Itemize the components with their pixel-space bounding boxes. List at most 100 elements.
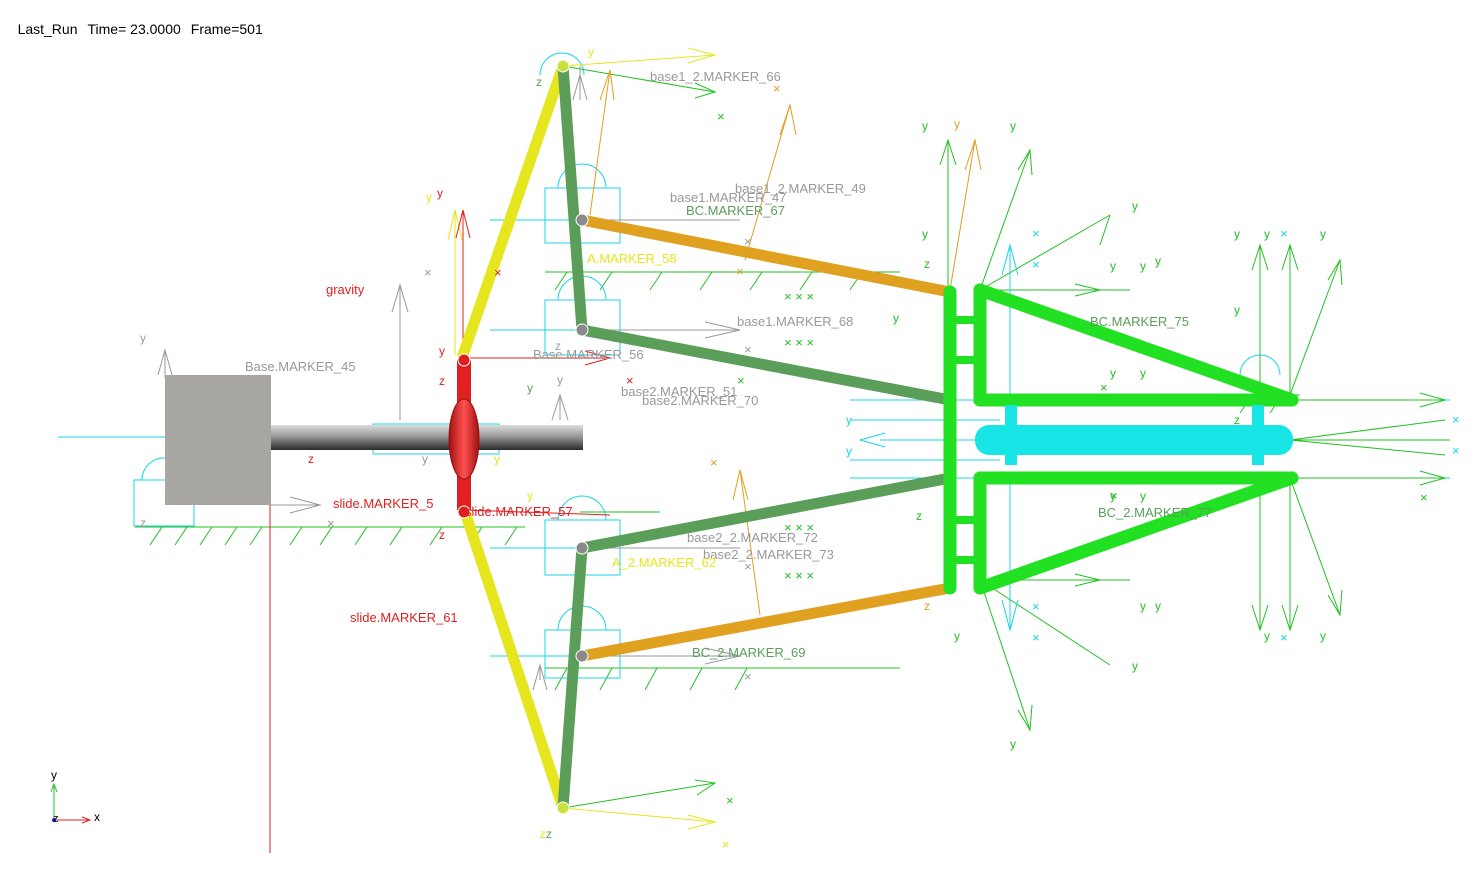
joint-dots — [556, 59, 589, 815]
svg-text:y: y — [1140, 366, 1146, 380]
slide-shaft — [271, 425, 583, 450]
svg-text:y: y — [1264, 227, 1270, 241]
label-bc_2-marker_69: BC_2.MARKER_69 — [692, 645, 805, 660]
svg-text:× × ×: × × × — [784, 289, 814, 304]
svg-text:z: z — [140, 516, 146, 530]
bc-frame — [943, 283, 1299, 595]
status-bar: Last_Run Time= 23.0000 Frame=501 — [2, 5, 273, 53]
run-name: Last_Run — [17, 21, 78, 37]
svg-text:×: × — [744, 669, 752, 684]
svg-text:×: × — [1280, 226, 1288, 241]
svg-text:z: z — [924, 257, 930, 271]
simulation-time: Time= 23.0000 — [87, 21, 181, 37]
yellow-link-upper — [457, 60, 569, 361]
svg-text:y: y — [846, 444, 852, 458]
label-bc-marker_67: BC.MARKER_67 — [686, 203, 785, 218]
label-slide-marker_61: slide.MARKER_61 — [350, 610, 458, 625]
svg-text:y: y — [1155, 254, 1161, 268]
orange-link-lower — [576, 582, 956, 662]
svg-text:×: × — [494, 265, 502, 280]
label-base1_2-marker_49: base1_2.MARKER_49 — [735, 181, 866, 196]
svg-text:×: × — [744, 342, 752, 357]
svg-text:z: z — [536, 75, 542, 89]
svg-text:z: z — [540, 827, 546, 841]
svg-text:y: y — [1320, 227, 1326, 241]
svg-text:×: × — [722, 837, 730, 852]
cross-markers: × × × × × × × × × × × × × × × × × × × × … — [327, 81, 1460, 852]
frame-number: Frame=501 — [190, 21, 263, 37]
svg-text:y: y — [140, 331, 146, 345]
axis-letters: y z y y y z z y z y y y y y z y y y y y … — [140, 45, 1326, 841]
svg-text:×: × — [1032, 226, 1040, 241]
svg-text:×: × — [1452, 412, 1460, 427]
svg-text:y: y — [527, 489, 533, 503]
marker-arrows — [157, 47, 1450, 853]
slider — [448, 353, 480, 519]
label-base2-marker_51: base2.MARKER_51 — [621, 384, 737, 399]
svg-text:y: y — [439, 344, 445, 358]
svg-text:×: × — [1100, 380, 1108, 395]
svg-text:y: y — [954, 117, 960, 131]
label-base2-marker_70: base2.MARKER_70 — [642, 393, 758, 408]
svg-text:y: y — [1140, 599, 1146, 613]
orange-link-upper — [576, 214, 956, 298]
svg-text:×: × — [1420, 490, 1428, 505]
triad-z-label: z — [53, 813, 59, 825]
svg-text:y: y — [1110, 489, 1116, 503]
svg-text:y: y — [1110, 366, 1116, 380]
svg-text:×: × — [726, 793, 734, 808]
svg-text:y: y — [922, 119, 928, 133]
green-link-lower — [557, 542, 588, 814]
svg-text:× × ×: × × × — [784, 335, 814, 350]
svg-text:y: y — [426, 190, 432, 204]
svg-text:×: × — [424, 265, 432, 280]
yellow-link-lower — [459, 506, 569, 814]
svg-text:y: y — [1132, 199, 1138, 213]
svg-text:×: × — [717, 109, 725, 124]
label-base-marker_56: Base.MARKER_56 — [533, 347, 644, 362]
svg-text:y: y — [1264, 629, 1270, 643]
svg-text:y: y — [527, 381, 533, 395]
svg-text:×: × — [744, 234, 752, 249]
svg-text:×: × — [1452, 443, 1460, 458]
svg-text:y: y — [588, 45, 594, 59]
view-triad: y z x — [50, 768, 100, 825]
svg-text:y: y — [1132, 659, 1138, 673]
svg-text:y: y — [922, 227, 928, 241]
green-link-mid-upper — [576, 324, 956, 406]
svg-text:z: z — [439, 528, 445, 542]
svg-text:× × ×: × × × — [784, 520, 814, 535]
svg-text:×: × — [1110, 488, 1118, 503]
svg-text:z: z — [555, 339, 561, 353]
svg-text:z: z — [439, 374, 445, 388]
svg-text:y: y — [1140, 259, 1146, 273]
svg-text:y: y — [422, 452, 428, 466]
svg-text:y: y — [437, 186, 443, 200]
label-bc-marker_75: BC.MARKER_75 — [1090, 314, 1189, 329]
label-a-marker_58: A.MARKER_58 — [587, 251, 677, 266]
svg-text:y: y — [893, 311, 899, 325]
svg-text:×: × — [1032, 630, 1040, 645]
base-block — [165, 375, 271, 505]
linkage — [457, 60, 956, 814]
label-base-marker_45: Base.MARKER_45 — [245, 359, 356, 374]
label-slide-marker_57: slide.MARKER_57 — [465, 504, 573, 519]
svg-text:×: × — [737, 373, 745, 388]
label-base2_2-marker_72: base2_2.MARKER_72 — [687, 530, 818, 545]
svg-text:×: × — [1032, 257, 1040, 272]
label-base1-marker_47: base1.MARKER_47 — [670, 190, 786, 205]
svg-text:y: y — [1320, 629, 1326, 643]
svg-text:y: y — [846, 413, 852, 427]
svg-text:×: × — [736, 264, 744, 279]
svg-text:y: y — [1234, 227, 1240, 241]
svg-text:×: × — [710, 455, 718, 470]
svg-text:z: z — [924, 599, 930, 613]
svg-text:y: y — [1010, 737, 1016, 751]
label-base1_2-marker_66: base1_2.MARKER_66 — [650, 69, 781, 84]
svg-text:z: z — [546, 827, 552, 841]
svg-text:×: × — [1032, 599, 1040, 614]
svg-text:×: × — [744, 559, 752, 574]
svg-text:z: z — [916, 509, 922, 523]
